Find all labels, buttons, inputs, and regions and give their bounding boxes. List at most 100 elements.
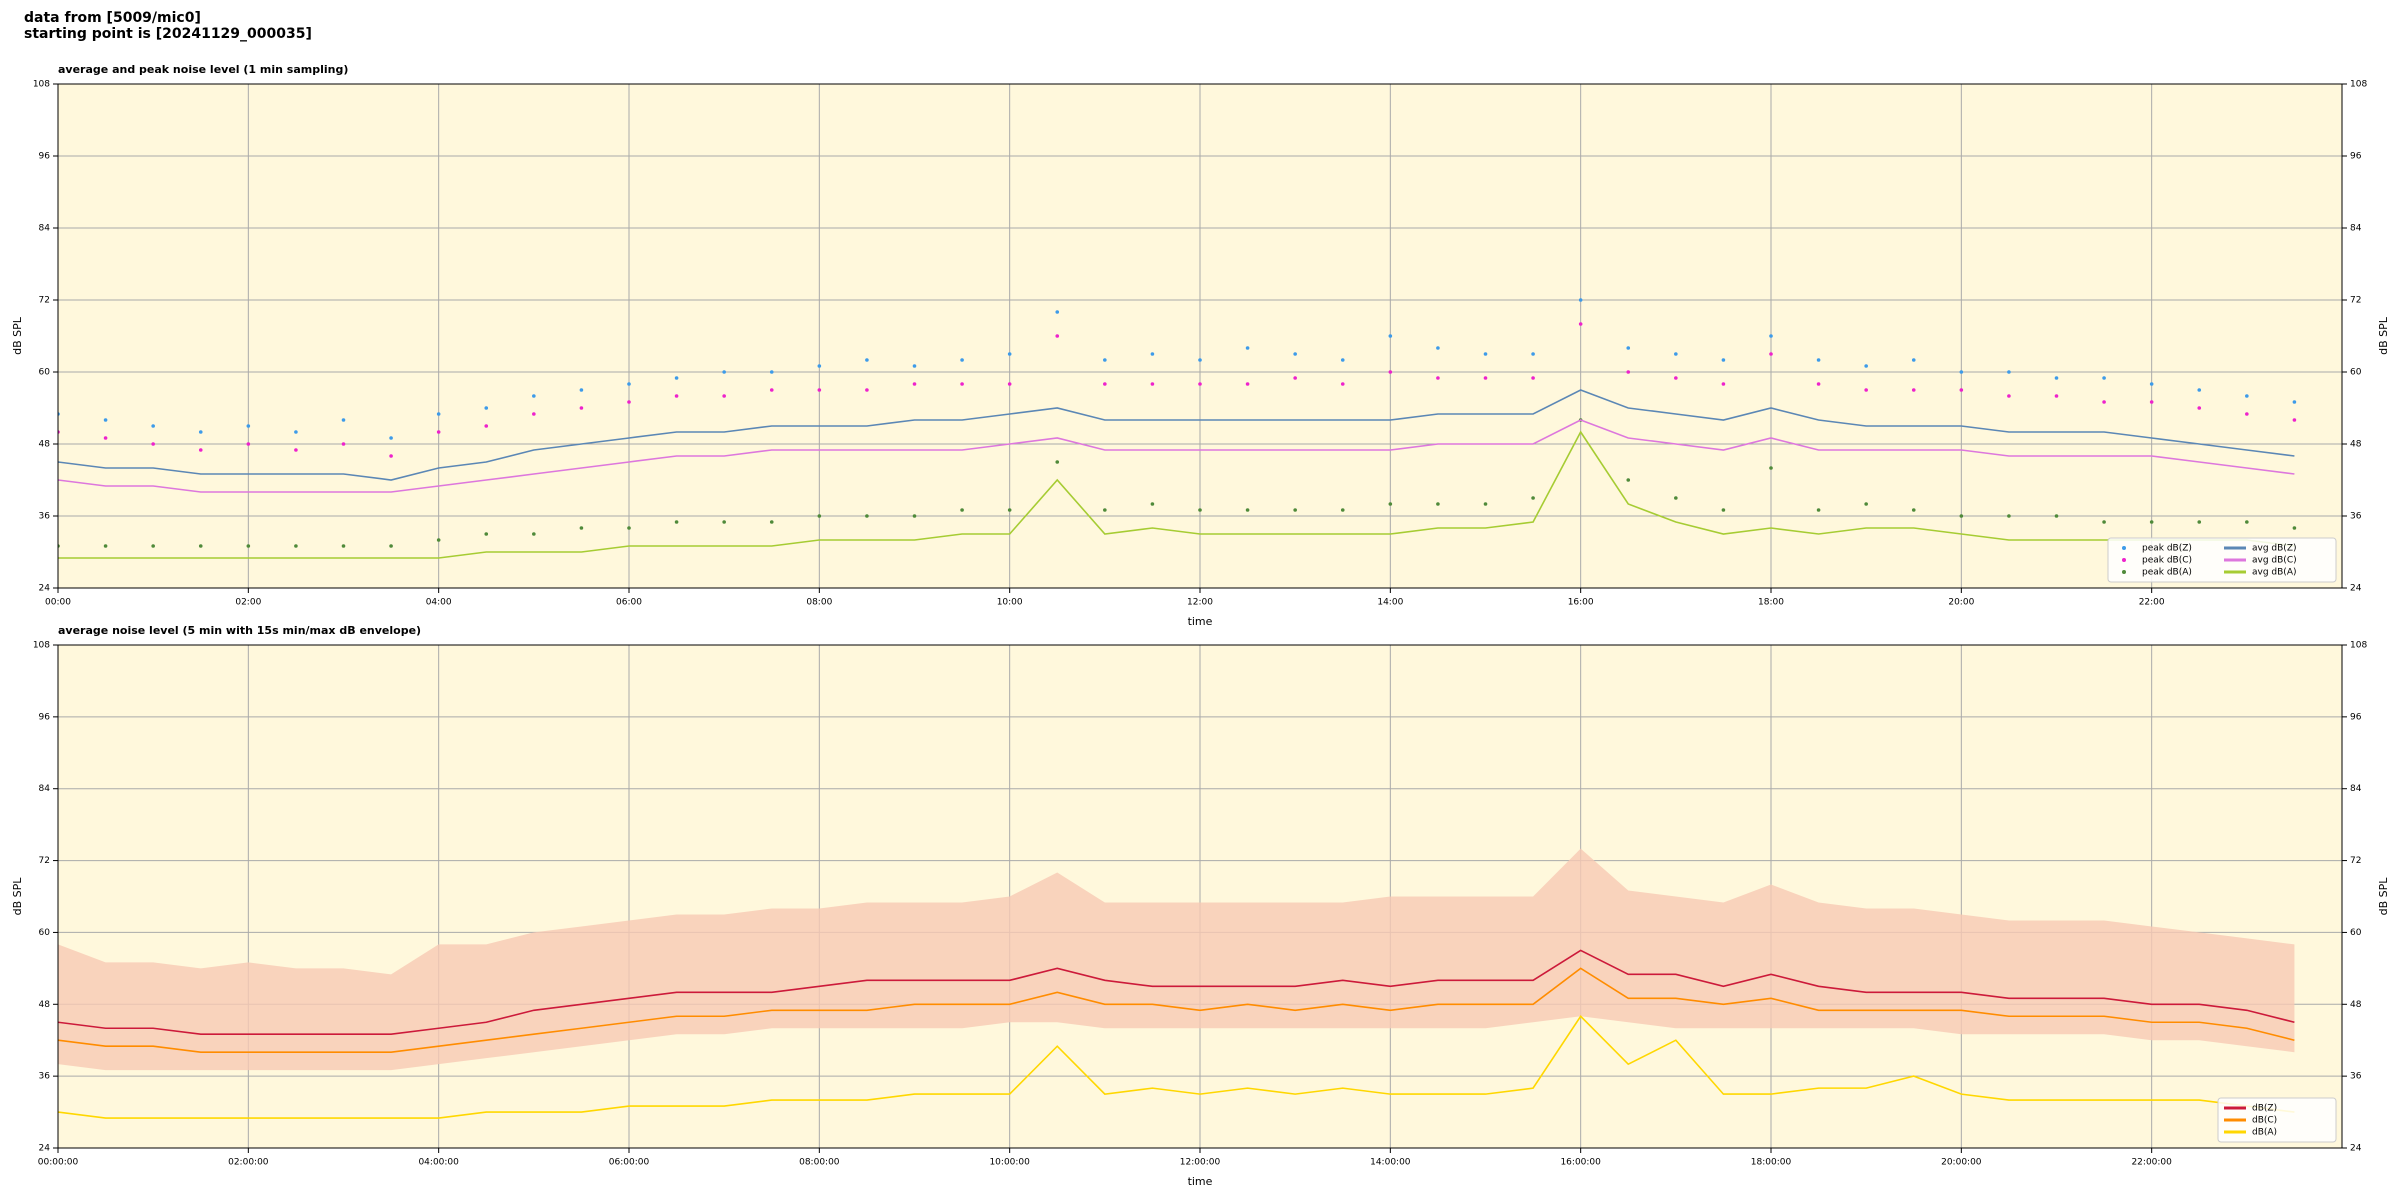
- y-tick-label: 60: [2350, 368, 2362, 378]
- peak-point: [1340, 508, 1345, 512]
- peak-point: [151, 544, 155, 548]
- series-line: [58, 430, 2295, 559]
- y-tick-label: 24: [39, 584, 51, 594]
- peak-point: [532, 394, 536, 398]
- peak-point: [1150, 502, 1155, 506]
- x-tick-label: 02:00:00: [228, 1158, 269, 1168]
- peak-point: [817, 514, 822, 518]
- peak-point: [1055, 310, 1060, 314]
- peak-point: [1436, 376, 1440, 380]
- peak-point: [484, 406, 489, 410]
- peak-point: [341, 544, 346, 548]
- peak-point: [2197, 520, 2202, 524]
- peak-point: [1055, 334, 1060, 338]
- peak-point: [246, 442, 251, 446]
- peak-point: [1103, 508, 1107, 512]
- y-tick-label: 36: [2350, 1072, 2362, 1082]
- y-tick-label: 72: [39, 856, 50, 866]
- y-tick-label: 48: [39, 1000, 51, 1010]
- peak-point: [389, 544, 393, 548]
- peak-point: [1674, 376, 1678, 380]
- plot-frame: [57, 644, 2343, 1149]
- peak-point: [294, 430, 298, 434]
- legend-marker: [2122, 570, 2126, 574]
- legend-box: [2217, 1097, 2337, 1143]
- peak-point: [2054, 514, 2059, 518]
- peak-point: [1959, 514, 1964, 518]
- peak-point: [389, 436, 393, 440]
- peak-point: [532, 412, 536, 416]
- y-axis-label: dB SPL: [11, 316, 24, 355]
- legend-label: peak dB(C): [2142, 556, 2192, 566]
- peak-point: [1436, 502, 1440, 506]
- peak-point: [1626, 478, 1631, 482]
- peak-point: [1007, 352, 1012, 356]
- x-tick-label: 18:00: [1758, 598, 1784, 608]
- peak-point: [1531, 352, 1535, 356]
- peak-point: [1816, 358, 1821, 362]
- peak-point: [198, 544, 203, 548]
- peak-point: [1816, 508, 1821, 512]
- peak-point: [769, 370, 774, 374]
- peak-point: [1721, 508, 1726, 512]
- legend-label: avg dB(Z): [2252, 544, 2297, 554]
- peak-point: [198, 430, 203, 434]
- legend-label: avg dB(C): [2252, 556, 2297, 566]
- peak-point: [484, 532, 489, 536]
- y-tick-label: 48: [2350, 440, 2362, 450]
- y-tick-label: 84: [39, 784, 51, 794]
- chart-title: average noise level (5 min with 15s min/…: [58, 624, 421, 637]
- peak-point: [1864, 388, 1868, 392]
- legend-marker: [2122, 558, 2126, 562]
- peak-point: [436, 430, 441, 434]
- peak-point: [674, 394, 679, 398]
- y-tick-label: 24: [39, 1144, 51, 1154]
- peak-point: [1721, 358, 1726, 362]
- peak-point: [2054, 376, 2059, 380]
- plot-marks: [58, 298, 2297, 559]
- peak-point: [912, 364, 917, 368]
- y-tick-label: 84: [2350, 224, 2362, 234]
- peak-point: [294, 448, 298, 452]
- peak-point: [1198, 358, 1202, 362]
- y-tick-label: 108: [33, 80, 50, 90]
- peak-point: [1769, 352, 1773, 356]
- y-tick-label: 96: [39, 712, 51, 722]
- peak-point: [151, 442, 155, 446]
- y-tick-label: 24: [2350, 1144, 2362, 1154]
- header-line: starting point is [20241129_000035]: [24, 26, 312, 42]
- peak-point: [1055, 460, 1060, 464]
- peak-point: [1293, 376, 1297, 380]
- peak-point: [1245, 508, 1250, 512]
- x-tick-label: 22:00: [2139, 598, 2165, 608]
- peak-point: [2102, 400, 2106, 404]
- x-tick-label: 14:00:00: [1370, 1158, 1411, 1168]
- chart-title: average and peak noise level (1 min samp…: [58, 63, 348, 76]
- peak-point: [1959, 388, 1964, 392]
- peak-point: [1007, 508, 1012, 512]
- peak-point: [817, 364, 822, 368]
- x-tick-label: 02:00: [235, 598, 261, 608]
- peak-point: [2149, 400, 2154, 404]
- peak-point: [674, 376, 679, 380]
- y-tick-label: 60: [39, 368, 51, 378]
- peak-point: [341, 442, 346, 446]
- peak-point: [1388, 334, 1393, 338]
- peak-point: [1911, 388, 1916, 392]
- peak-point: [722, 520, 726, 524]
- legend-label: dB(Z): [2252, 1104, 2277, 1114]
- peak-point: [722, 370, 726, 374]
- peak-point: [1103, 358, 1107, 362]
- x-tick-label: 08:00: [806, 598, 832, 608]
- peak-point: [484, 424, 489, 428]
- x-tick-label: 10:00: [997, 598, 1023, 608]
- legend-label: peak dB(Z): [2142, 544, 2192, 554]
- x-tick-label: 16:00: [1568, 598, 1594, 608]
- peak-point: [1388, 502, 1393, 506]
- x-tick-label: 16:00:00: [1560, 1158, 1601, 1168]
- peak-point: [2102, 376, 2106, 380]
- series-line: [58, 1014, 2295, 1119]
- peak-point: [103, 436, 108, 440]
- peak-point: [1864, 502, 1868, 506]
